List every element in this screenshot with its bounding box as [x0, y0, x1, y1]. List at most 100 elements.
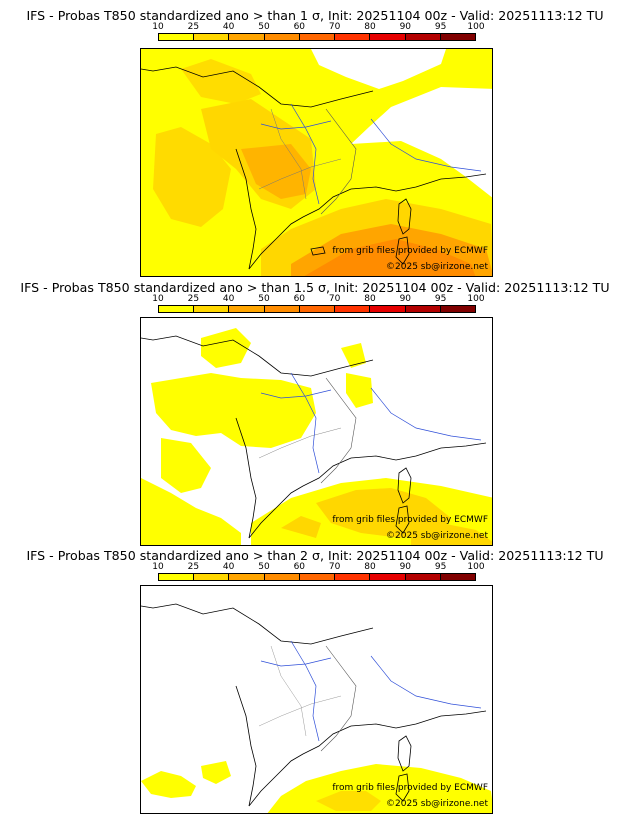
legend-colorbar	[158, 33, 476, 41]
legend-tick: 50	[258, 294, 270, 304]
probability-map: from grib files provided by ECMWF ©2025 …	[140, 585, 493, 814]
legend-tick: 90	[399, 562, 412, 572]
legend-swatch	[440, 34, 475, 40]
panel-title: IFS - Probas T850 standardized ano > tha…	[20, 280, 610, 295]
country-border	[320, 645, 357, 752]
legend-swatch	[405, 306, 441, 312]
prob-field-10-25	[201, 761, 231, 784]
probability-map: from grib files provided by ECMWF ©2025 …	[140, 48, 493, 277]
coastline	[248, 455, 397, 539]
legend-swatch	[264, 34, 300, 40]
river	[370, 118, 482, 172]
legend-tick: 100	[467, 562, 485, 572]
prob-field-10-25	[201, 328, 251, 368]
river	[370, 655, 482, 709]
legend-swatch	[370, 34, 406, 40]
legend-swatch	[194, 574, 230, 580]
prob-field-25-40	[316, 488, 451, 538]
legend-tick: 95	[434, 562, 447, 572]
island-sardinia	[395, 773, 410, 802]
legend-swatch	[229, 34, 265, 40]
legend-swatch	[159, 574, 195, 580]
island-balearic	[310, 246, 326, 256]
legend-tick: 80	[364, 294, 376, 304]
river	[370, 387, 482, 441]
legend-tick: 25	[187, 294, 200, 304]
prob-field-10-25	[141, 478, 241, 545]
prob-field-25-40	[153, 127, 231, 227]
river	[290, 103, 320, 205]
coastline	[235, 148, 257, 270]
coastline	[235, 417, 257, 539]
coastline	[395, 173, 487, 192]
legend-swatch	[299, 574, 336, 580]
river	[290, 640, 320, 742]
legend-swatch	[440, 574, 475, 580]
river	[260, 389, 332, 399]
legend-tick: 50	[258, 22, 270, 32]
prob-field-10-25	[161, 438, 211, 493]
below-threshold-area	[311, 49, 446, 89]
data-source-credit: from grib files provided by ECMWF	[332, 515, 488, 525]
legend-swatch	[405, 34, 441, 40]
legend-tick: 10	[152, 22, 164, 32]
map-canvas	[141, 49, 492, 276]
island-sardinia	[395, 505, 410, 534]
country-border	[320, 377, 357, 484]
copyright-credit: ©2025 sb@irizone.net	[386, 531, 488, 541]
legend-tick: 10	[152, 294, 164, 304]
legend-tick: 60	[293, 562, 306, 572]
river	[260, 657, 332, 667]
legend-tick: 70	[328, 22, 341, 32]
coastline	[141, 603, 374, 645]
prob-field-10-25	[141, 771, 196, 798]
coastline	[141, 66, 374, 108]
legend-tick: 80	[364, 22, 376, 32]
legend-swatch	[264, 574, 300, 580]
panel-title: IFS - Probas T850 standardized ano > tha…	[26, 8, 604, 23]
region-border	[258, 158, 342, 190]
coastline	[248, 186, 397, 270]
coastline	[248, 723, 397, 807]
legend-swatch	[229, 306, 265, 312]
legend-tick: 25	[187, 22, 200, 32]
legend-swatch	[159, 34, 195, 40]
island-corsica	[397, 735, 412, 772]
prob-field-25-40	[316, 791, 381, 811]
legend-colorbar	[158, 305, 476, 313]
island-corsica	[397, 198, 412, 235]
coastline	[395, 710, 487, 729]
legend-swatch	[335, 306, 371, 312]
map-canvas	[141, 318, 492, 545]
legend-tick: 60	[293, 22, 306, 32]
region-border	[270, 645, 307, 737]
data-source-credit: from grib files provided by ECMWF	[332, 246, 488, 256]
legend-colorbar	[158, 573, 476, 581]
prob-field-10-25	[151, 373, 316, 448]
legend-tick: 25	[187, 562, 200, 572]
coastline	[235, 685, 257, 807]
legend-swatch	[405, 574, 441, 580]
legend-tick: 80	[364, 562, 376, 572]
legend-tick: 95	[434, 294, 447, 304]
legend-tick: 10	[152, 562, 164, 572]
country-border	[320, 108, 357, 215]
color-legend: 10 25 40 50 60 70 80 90 95 100	[152, 294, 485, 315]
copyright-credit: ©2025 sb@irizone.net	[386, 799, 488, 809]
copyright-credit: ©2025 sb@irizone.net	[386, 262, 488, 272]
legend-swatch	[440, 306, 475, 312]
map-canvas	[141, 586, 492, 813]
legend-tick: 90	[399, 22, 412, 32]
probability-map: from grib files provided by ECMWF ©2025 …	[140, 317, 493, 546]
legend-swatch	[194, 34, 230, 40]
river	[260, 120, 332, 130]
prob-field-10-25	[346, 373, 373, 408]
legend-swatch	[370, 306, 406, 312]
legend-tick: 90	[399, 294, 412, 304]
legend-tick: 50	[258, 562, 270, 572]
legend-swatch	[264, 306, 300, 312]
legend-tick: 40	[222, 562, 235, 572]
island-corsica	[397, 467, 412, 504]
legend-swatch	[159, 306, 195, 312]
river	[290, 372, 320, 474]
